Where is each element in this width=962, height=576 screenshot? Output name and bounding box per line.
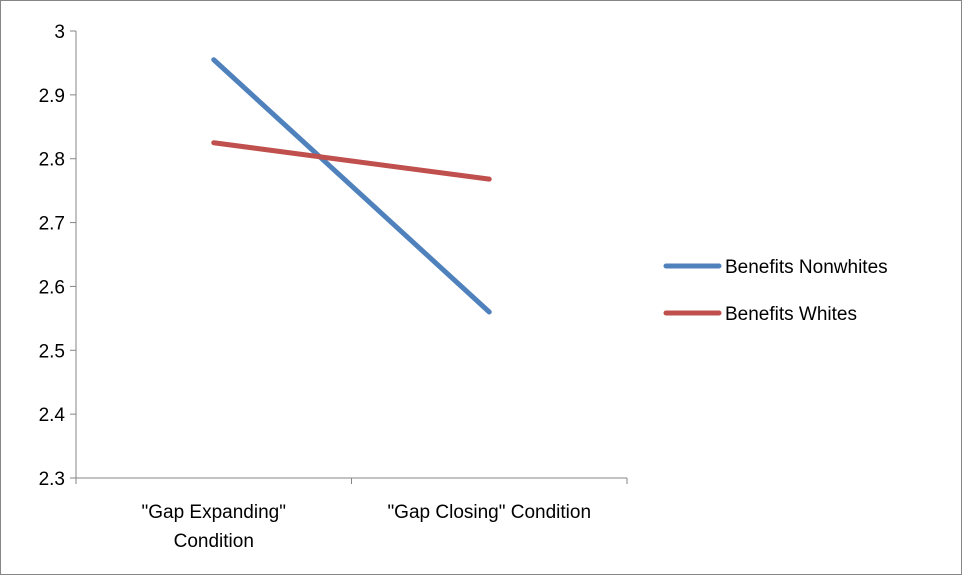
legend-label-0: Benefits Nonwhites [725, 257, 888, 278]
legend-label-1: Benefits Whites [725, 304, 857, 325]
x-axis-tick-labels: "Gap Expanding" Condition "Gap Closing" Co… [142, 502, 592, 552]
y-tick-label: 2.7 [39, 214, 65, 235]
series-lines [214, 60, 490, 312]
y-axis-tick-labels: 2.3 2.4 2.5 2.6 2.7 2.8 2.9 3 [39, 22, 66, 490]
x-tick-label: Condition [174, 531, 254, 552]
y-tick-label: 2.6 [39, 277, 65, 298]
legend: Benefits Nonwhites Benefits Whites [666, 257, 888, 325]
series-line-1 [214, 143, 490, 179]
y-tick-label: 2.5 [39, 341, 65, 362]
y-tick-label: 2.3 [39, 469, 65, 490]
x-tick-label: "Gap Expanding" [142, 502, 286, 523]
y-tick-label: 2.4 [39, 405, 66, 426]
series-line-0 [214, 60, 490, 312]
x-tick-label: "Gap Closing" Condition [387, 502, 591, 523]
y-tick-label: 3 [54, 22, 65, 43]
y-tick-label: 2.9 [39, 86, 65, 107]
axes [70, 31, 627, 484]
y-tick-label: 2.8 [39, 150, 65, 171]
